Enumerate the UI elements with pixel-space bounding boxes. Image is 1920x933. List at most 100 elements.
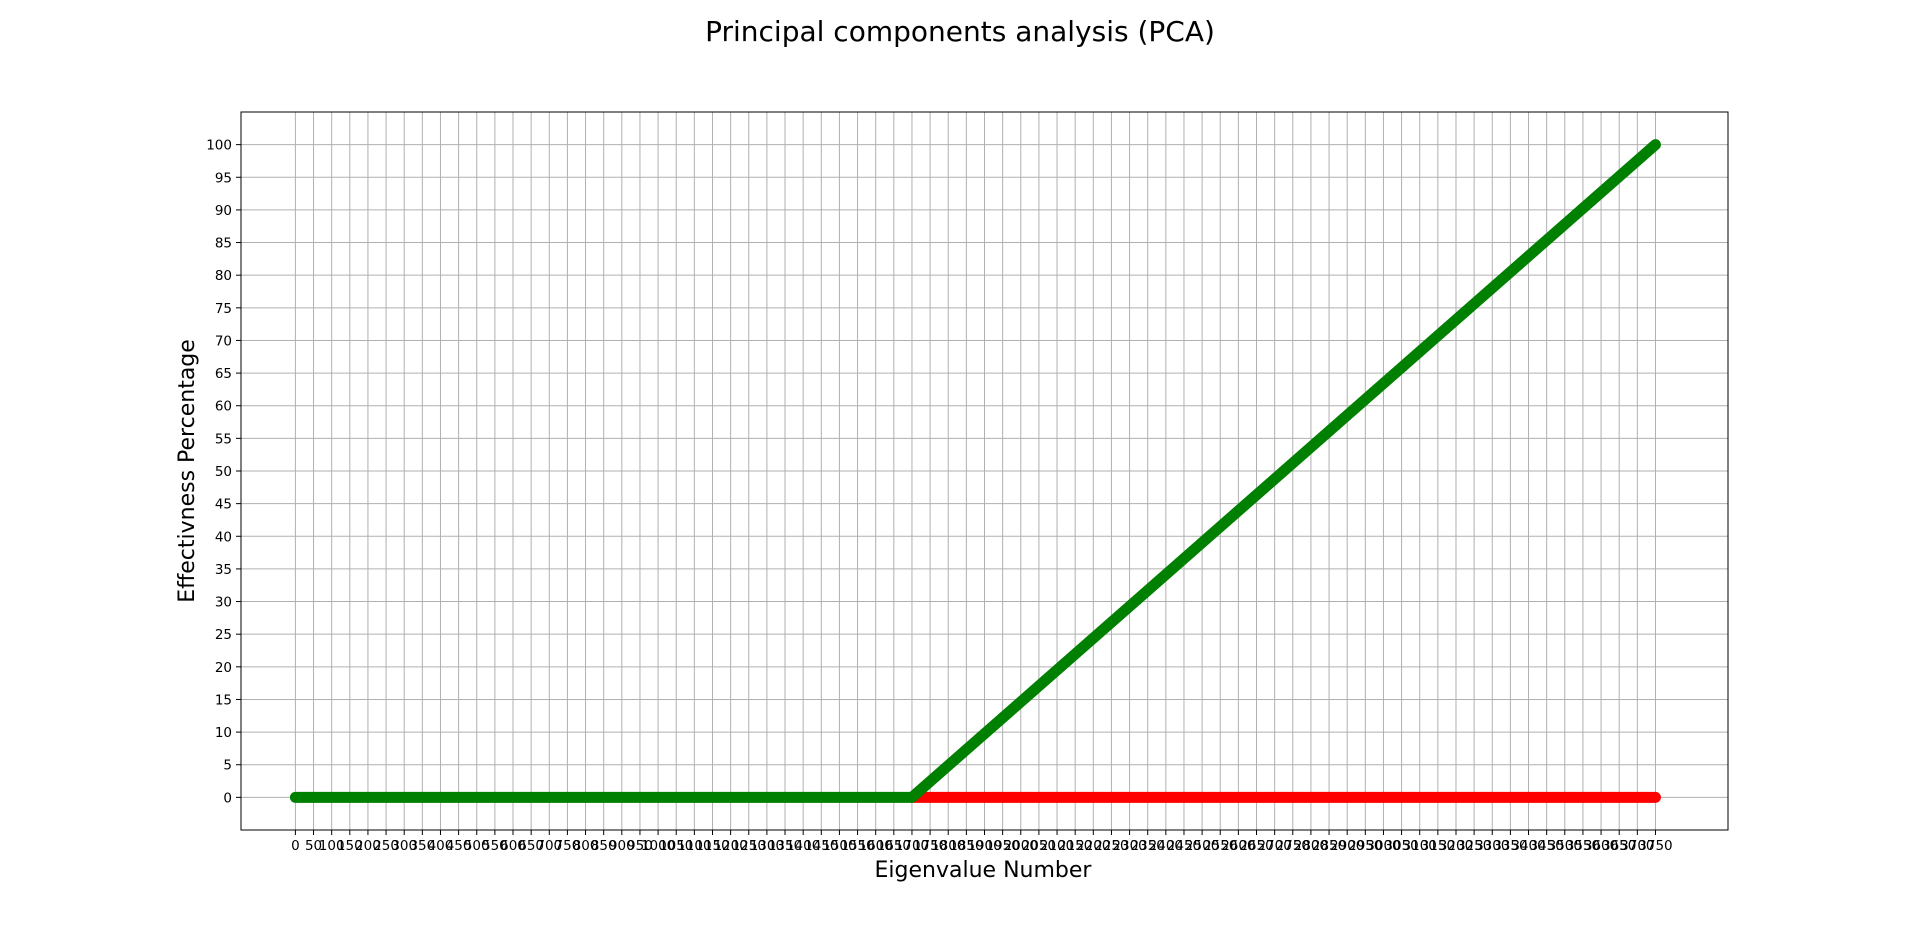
x-tick-label-0: 0 xyxy=(291,838,300,854)
y-ticks: 0 5 10 15 20 25 30 35 40 45 50 55 60 65 70 75 80 85 90 95 10… xyxy=(206,138,241,806)
y-tick-label-0: 0 xyxy=(223,790,232,806)
x-tick-label-48: 2400 xyxy=(1149,838,1183,854)
x-tick-label-28: 1400 xyxy=(786,838,820,854)
y-tick-label-8: 40 xyxy=(215,529,232,545)
x-tick-label-22: 1100 xyxy=(677,838,711,854)
x-tick-label-33: 1650 xyxy=(877,838,911,854)
x-tick-label-50: 2500 xyxy=(1185,838,1219,854)
chart-title: Principal components analysis (PCA) xyxy=(705,15,1215,48)
x-tick-label-46: 2300 xyxy=(1112,838,1146,854)
x-ticks: 0 501001502002503003504004505005506006507… xyxy=(291,830,1673,854)
x-tick-label-32: 1600 xyxy=(859,838,893,854)
x-tick-label-57: 2850 xyxy=(1312,838,1346,854)
x-tick-label-54: 2700 xyxy=(1257,838,1291,854)
x-tick-label-60: 3000 xyxy=(1366,838,1400,854)
y-tick-label-14: 70 xyxy=(215,333,232,349)
x-tick-label-7: 350 xyxy=(409,838,435,854)
x-tick-label-26: 1300 xyxy=(750,838,784,854)
y-tick-label-9: 45 xyxy=(215,497,232,513)
y-tick-label-16: 80 xyxy=(215,268,232,284)
x-tick-label-21: 1050 xyxy=(659,838,693,854)
x-tick-label-69: 3450 xyxy=(1529,838,1563,854)
x-tick-label-3: 150 xyxy=(337,838,363,854)
y-tick-label-10: 50 xyxy=(215,464,232,480)
x-tick-label-47: 2350 xyxy=(1131,838,1165,854)
x-tick-label-42: 2100 xyxy=(1040,838,1074,854)
x-tick-label-4: 200 xyxy=(355,838,381,854)
y-tick-label-7: 35 xyxy=(215,562,232,578)
x-tick-label-72: 3600 xyxy=(1584,838,1618,854)
x-tick-label-18: 900 xyxy=(609,838,635,854)
x-tick-label-11: 550 xyxy=(482,838,508,854)
x-tick-label-9: 450 xyxy=(446,838,472,854)
y-axis-label: Effectivness Percentage xyxy=(175,339,200,603)
x-tick-label-37: 1850 xyxy=(949,838,983,854)
x-tick-label-38: 1900 xyxy=(967,838,1001,854)
x-tick-label-65: 3250 xyxy=(1457,838,1491,854)
x-tick-label-27: 1350 xyxy=(768,838,802,854)
x-tick-label-53: 2650 xyxy=(1239,838,1273,854)
y-tick-label-5: 25 xyxy=(215,627,232,643)
x-tick-label-19: 950 xyxy=(627,838,653,854)
y-tick-label-20: 100 xyxy=(206,138,232,154)
y-tick-label-13: 65 xyxy=(215,366,232,382)
x-tick-label-36: 1800 xyxy=(931,838,965,854)
x-axis-label: Eigenvalue Number xyxy=(875,858,1093,883)
y-tick-label-12: 60 xyxy=(215,399,232,415)
x-tick-label-67: 3350 xyxy=(1493,838,1527,854)
x-tick-label-62: 3100 xyxy=(1403,838,1437,854)
x-tick-label-39: 1950 xyxy=(985,838,1019,854)
x-tick-label-75: 3750 xyxy=(1638,838,1672,854)
x-tick-label-14: 700 xyxy=(536,838,562,854)
x-tick-label-15: 750 xyxy=(555,838,581,854)
y-tick-label-19: 95 xyxy=(215,170,232,186)
x-tick-label-52: 2600 xyxy=(1221,838,1255,854)
y-tick-label-4: 20 xyxy=(215,660,232,676)
series-layer xyxy=(289,139,1661,803)
x-tick-label-30: 1500 xyxy=(822,838,856,854)
x-tick-label-71: 3550 xyxy=(1566,838,1600,854)
x-tick-label-17: 850 xyxy=(591,838,617,854)
x-tick-label-43: 2150 xyxy=(1058,838,1092,854)
x-tick-label-73: 3650 xyxy=(1602,838,1636,854)
x-tick-label-45: 2250 xyxy=(1094,838,1128,854)
y-tick-label-18: 90 xyxy=(215,203,232,219)
x-tick-label-44: 2200 xyxy=(1076,838,1110,854)
x-tick-label-25: 1250 xyxy=(732,838,766,854)
x-tick-label-13: 650 xyxy=(518,838,544,854)
y-tick-label-3: 15 xyxy=(215,692,232,708)
x-tick-label-29: 1450 xyxy=(804,838,838,854)
x-tick-label-41: 2050 xyxy=(1022,838,1056,854)
x-tick-label-6: 300 xyxy=(391,838,417,854)
x-tick-label-66: 3300 xyxy=(1475,838,1509,854)
x-tick-label-58: 2900 xyxy=(1330,838,1364,854)
y-tick-label-6: 30 xyxy=(215,595,232,611)
grid xyxy=(241,112,1728,830)
y-tick-label-2: 10 xyxy=(215,725,232,741)
x-tick-label-10: 500 xyxy=(464,838,490,854)
x-tick-label-64: 3200 xyxy=(1439,838,1473,854)
x-tick-label-24: 1200 xyxy=(713,838,747,854)
x-tick-label-61: 3050 xyxy=(1384,838,1418,854)
x-tick-label-5: 250 xyxy=(373,838,399,854)
series-line-1 xyxy=(289,139,1661,803)
y-tick-label-1: 5 xyxy=(223,758,232,774)
y-tick-label-15: 75 xyxy=(215,301,232,317)
x-tick-label-12: 600 xyxy=(500,838,526,854)
x-tick-label-51: 2550 xyxy=(1203,838,1237,854)
x-tick-label-20: 1000 xyxy=(641,838,675,854)
y-tick-label-17: 85 xyxy=(215,236,232,252)
x-tick-label-49: 2450 xyxy=(1167,838,1201,854)
x-tick-label-68: 3400 xyxy=(1511,838,1545,854)
x-tick-label-63: 3150 xyxy=(1421,838,1455,854)
x-tick-label-31: 1550 xyxy=(840,838,874,854)
x-tick-label-23: 1150 xyxy=(695,838,729,854)
x-tick-label-55: 2750 xyxy=(1276,838,1310,854)
x-tick-label-16: 800 xyxy=(573,838,599,854)
x-tick-label-35: 1750 xyxy=(913,838,947,854)
x-tick-label-2: 100 xyxy=(319,838,345,854)
x-tick-label-59: 2950 xyxy=(1348,838,1382,854)
x-tick-label-74: 3700 xyxy=(1620,838,1654,854)
x-tick-label-40: 2000 xyxy=(1004,838,1038,854)
